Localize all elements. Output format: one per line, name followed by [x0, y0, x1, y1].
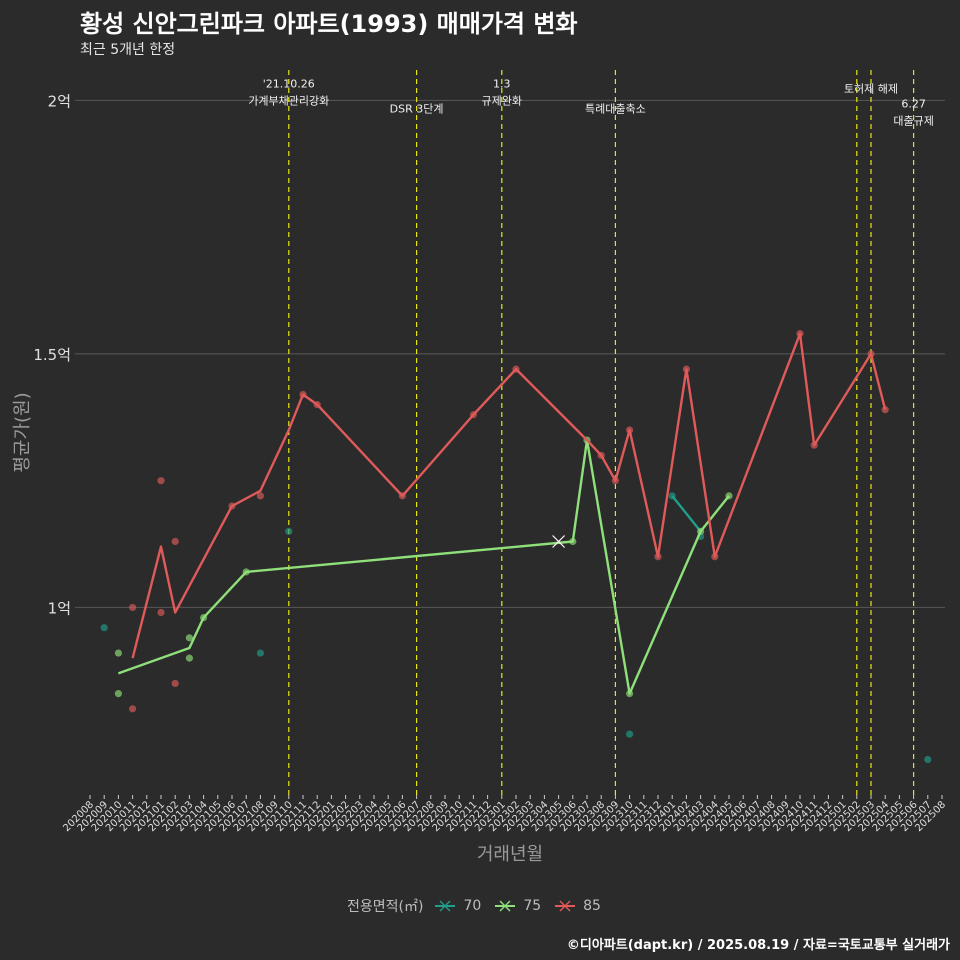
- event-label: 특례대출축소: [585, 103, 646, 116]
- data-point-75: [200, 613, 208, 622]
- data-point-75: [569, 537, 577, 546]
- y-axis-title: 평균가(원): [12, 392, 33, 472]
- chart-subtitle: 최근 5개년 한정: [80, 42, 176, 58]
- legend-label-70: 70: [463, 898, 482, 914]
- source-caption: ©디아파트(dapt.kr) / 2025.08.19 / 자료=국토교통부 실…: [566, 938, 950, 953]
- y-tick-label: 2억: [48, 92, 71, 110]
- legend-cross-70: [439, 900, 451, 912]
- data-point-85: [810, 441, 818, 449]
- data-point-70: [924, 755, 932, 764]
- data-point-70: [626, 730, 634, 738]
- series-line-70: [671, 495, 702, 533]
- data-point-85: [129, 603, 137, 612]
- data-point-85: [796, 330, 804, 338]
- legend-item-70: 70: [433, 898, 481, 914]
- data-point-85: [313, 401, 321, 409]
- data-point-75: [725, 492, 733, 500]
- data-point-70: [668, 492, 676, 500]
- data-point-85: [171, 679, 179, 688]
- data-point-75: [114, 690, 122, 698]
- event-label: DSR 3단계: [390, 103, 444, 116]
- x-axis-title: 거래년월: [477, 844, 543, 865]
- data-point-85: [299, 390, 307, 399]
- data-point-85: [711, 553, 719, 561]
- data-point-75: [185, 634, 193, 642]
- y-tick-label: 1.5억: [33, 346, 71, 364]
- data-point-85: [867, 350, 875, 358]
- data-point-70: [100, 624, 108, 632]
- legend-cross-75: [499, 900, 511, 912]
- chart-title: 황성 신안그린파크 아파트(1993) 매매가격 변화: [80, 10, 578, 38]
- event-label: '21.10.26: [263, 77, 315, 90]
- data-point-85: [597, 451, 605, 459]
- data-point-75: [626, 690, 634, 698]
- event-label: 토허제 해제: [844, 81, 898, 95]
- data-point-75: [697, 527, 705, 535]
- legend-item-75: 75: [493, 898, 541, 914]
- legend: 전용면적(㎡) 70 75 85: [0, 896, 960, 916]
- series-line-75: [117, 438, 730, 695]
- data-point-85: [228, 502, 236, 510]
- legend-label-85: 85: [583, 898, 601, 914]
- data-point-85: [881, 406, 889, 414]
- data-point-85: [626, 426, 634, 434]
- data-point-85: [129, 705, 137, 713]
- cross-marker-75: [552, 535, 566, 548]
- data-point-85: [512, 365, 520, 373]
- data-point-70: [285, 527, 293, 535]
- legend-cross-85: [559, 900, 571, 912]
- data-point-75: [185, 654, 193, 662]
- legend-swatch-75: [495, 900, 516, 912]
- legend-title: 전용면적(㎡): [347, 899, 424, 915]
- data-point-85: [682, 365, 691, 373]
- data-point-85: [611, 477, 620, 485]
- data-point-85: [654, 553, 662, 561]
- data-point-85: [398, 492, 406, 500]
- data-point-85: [171, 537, 179, 546]
- y-tick-label: 1억: [48, 599, 71, 617]
- series-line-85: [131, 332, 887, 659]
- event-label: 대출규제: [893, 115, 933, 128]
- data-point-75: [242, 568, 250, 576]
- event-label: 6.27: [901, 98, 926, 111]
- legend-swatch-85: [555, 900, 576, 912]
- data-point-85: [256, 492, 264, 500]
- data-point-85: [469, 411, 477, 419]
- event-label: 1.3: [493, 77, 511, 90]
- data-point-75: [114, 649, 122, 657]
- event-label: 규제완화: [482, 94, 522, 107]
- legend-swatch-70: [435, 900, 456, 912]
- data-point-70: [256, 649, 264, 657]
- event-label: 가계부채관리강화: [248, 94, 329, 107]
- legend-item-85: 85: [553, 898, 601, 914]
- legend-label-75: 75: [523, 898, 542, 914]
- data-point-85: [157, 608, 165, 617]
- data-point-85: [157, 477, 165, 485]
